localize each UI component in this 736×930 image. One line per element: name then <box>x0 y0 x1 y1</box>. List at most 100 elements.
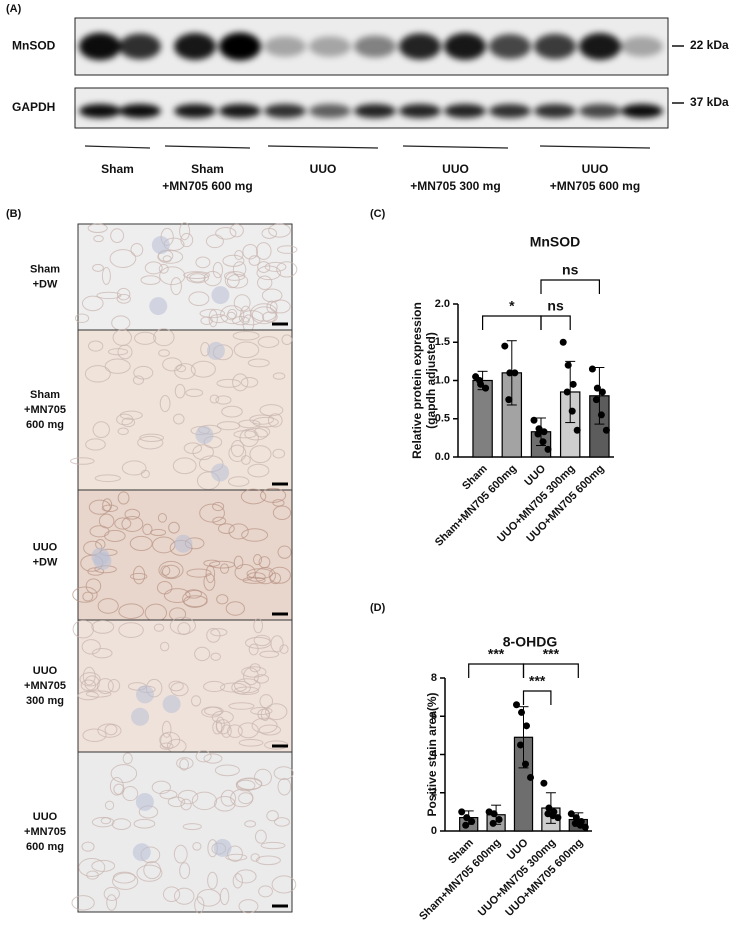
tissue <box>232 873 243 889</box>
data-point <box>495 816 503 824</box>
tissue <box>179 862 191 880</box>
tissue <box>233 341 260 359</box>
tissue <box>173 413 185 425</box>
tissue <box>234 678 261 694</box>
tissue <box>182 823 202 831</box>
tissue <box>260 707 270 722</box>
tissue <box>200 316 213 325</box>
data-point <box>462 821 470 829</box>
band <box>399 104 441 118</box>
tissue <box>168 680 184 692</box>
tissue <box>272 505 292 520</box>
tissue <box>268 566 291 584</box>
tissue <box>170 277 182 296</box>
tissue <box>255 242 272 260</box>
tissue <box>209 394 220 404</box>
histology-label: +MN705 <box>24 680 66 692</box>
band <box>79 104 121 118</box>
band <box>174 104 216 118</box>
tissue <box>226 273 249 289</box>
tissue <box>253 554 263 566</box>
tissue <box>162 357 183 372</box>
tissue <box>91 620 115 634</box>
y-tick-label: 4 <box>431 748 438 760</box>
data-point <box>540 428 548 436</box>
tissue <box>215 395 232 405</box>
glomerulus <box>162 695 181 714</box>
tissue <box>232 373 249 392</box>
tissue <box>104 358 131 374</box>
data-point <box>527 773 534 781</box>
x-tick-label: UUO <box>522 462 548 488</box>
tissue <box>258 556 271 569</box>
tissue <box>243 667 259 686</box>
data-point <box>522 760 529 768</box>
tissue <box>251 717 278 734</box>
tissue <box>177 622 191 636</box>
tissue <box>77 690 99 701</box>
band <box>174 33 216 60</box>
tissue <box>116 287 131 301</box>
band <box>444 33 486 60</box>
tissue <box>269 299 291 314</box>
y-tick-label: 6 <box>431 710 437 722</box>
tissue <box>158 560 184 580</box>
tissue <box>205 234 224 249</box>
data-point <box>513 701 520 709</box>
tissue <box>258 885 273 898</box>
band <box>444 104 486 118</box>
tissue <box>267 413 283 428</box>
data-point <box>540 779 548 787</box>
tissue <box>232 261 247 277</box>
data-point <box>568 407 576 415</box>
tissue <box>98 513 115 529</box>
data-point <box>592 396 600 404</box>
tissue <box>237 722 259 739</box>
data-point <box>468 817 476 825</box>
significance-label: ns <box>562 262 579 278</box>
tissue <box>259 650 280 658</box>
tissue <box>247 463 270 478</box>
group-label: Sham <box>191 162 224 176</box>
tissue <box>153 328 175 347</box>
tissue <box>159 394 171 413</box>
tissue <box>221 724 232 738</box>
histology-label: UUO <box>33 541 58 553</box>
significance-label: *** <box>543 646 560 662</box>
y-tick-label: 1.5 <box>435 336 450 348</box>
group-label: Sham <box>101 162 134 176</box>
data-point <box>511 369 519 377</box>
tissue <box>253 618 264 634</box>
bracket-line <box>482 315 542 330</box>
tissue <box>259 487 287 503</box>
tissue <box>210 652 221 661</box>
glomerulus <box>213 838 232 857</box>
histology-label: +MN705 <box>24 826 66 838</box>
tissue <box>238 899 259 914</box>
y-axis-label: Positive stain area(%) <box>425 692 439 816</box>
data-point <box>564 361 572 369</box>
tissue <box>194 896 205 914</box>
tissue <box>174 363 196 380</box>
panel-label: (C) <box>370 208 386 220</box>
tissue <box>273 766 294 780</box>
tissue <box>255 855 281 866</box>
tissue <box>80 679 97 692</box>
tissue <box>96 291 122 300</box>
data-point <box>567 810 575 818</box>
tissue <box>85 578 102 594</box>
tissue <box>277 777 292 796</box>
bands <box>79 32 663 61</box>
y-tick-label: 8 <box>431 672 437 684</box>
tissue <box>254 829 267 844</box>
tissue <box>207 871 218 890</box>
tissue <box>71 895 95 911</box>
histology-label: Sham <box>30 263 60 275</box>
data-point <box>530 416 538 424</box>
tissue <box>203 573 216 591</box>
tissue <box>249 445 272 464</box>
significance-bracket: *** <box>522 673 552 705</box>
tissue <box>195 256 211 269</box>
tissue <box>79 672 101 687</box>
